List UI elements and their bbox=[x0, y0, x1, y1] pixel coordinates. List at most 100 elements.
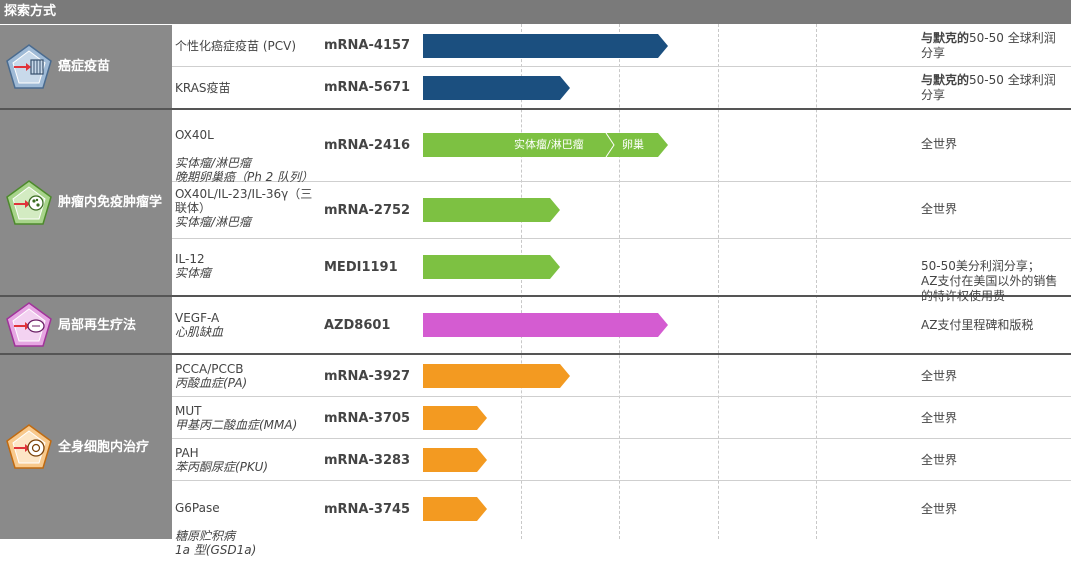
partnership-note: 全世界 bbox=[921, 453, 1067, 468]
row-divider bbox=[172, 396, 1071, 397]
progress-arrow bbox=[423, 313, 668, 337]
table-row-target: 个性化癌症疫苗 (PCV) bbox=[175, 39, 317, 53]
program-code[interactable]: MEDI1191 bbox=[324, 260, 398, 275]
table-row-target: IL-12 实体瘤 bbox=[175, 252, 317, 280]
partnership-note: 全世界 bbox=[921, 502, 1067, 517]
table-row-target: KRAS疫苗 bbox=[175, 81, 317, 95]
partnership-note: 全世界 bbox=[921, 137, 1067, 152]
partnership-note: 全世界 bbox=[921, 202, 1067, 217]
target-name: IL-12 bbox=[175, 252, 205, 266]
progress-arrow bbox=[423, 364, 570, 388]
progress-bar bbox=[423, 255, 560, 279]
note-text: 全世界 bbox=[921, 502, 958, 516]
segment-label: 卵巢 bbox=[622, 138, 644, 151]
progress-bar bbox=[423, 34, 668, 58]
partnership-note: 全世界 bbox=[921, 411, 1067, 426]
program-code[interactable]: mRNA-4157 bbox=[324, 38, 411, 53]
category-divider bbox=[0, 108, 1071, 110]
partnership-note: 与默克的50-50 全球利润分享 bbox=[921, 73, 1067, 103]
target-name: OX40L bbox=[175, 128, 214, 142]
intracellular-pentagon-icon bbox=[6, 424, 52, 469]
target-name: PAH bbox=[175, 446, 199, 460]
table-row-target: OX40L 实体瘤/淋巴瘤 晚期卵巢癌（Ph 2 队列） bbox=[175, 114, 317, 198]
indication: 实体瘤/淋巴瘤 晚期卵巢癌（Ph 2 队列） bbox=[175, 156, 314, 184]
program-code[interactable]: mRNA-3283 bbox=[324, 453, 411, 468]
row-divider bbox=[172, 438, 1071, 439]
program-code[interactable]: mRNA-2416 bbox=[324, 138, 411, 153]
note-text: 50-50美分利润分享； AZ支付在美国以外的销售的特许权使用费 bbox=[921, 259, 1058, 303]
category-regenerative: 局部再生疗法 bbox=[0, 297, 172, 353]
category-intracellular: 全身细胞内治疗 bbox=[0, 355, 172, 539]
program-code[interactable]: mRNA-3927 bbox=[324, 369, 411, 384]
program-code[interactable]: mRNA-5671 bbox=[324, 80, 411, 95]
row-divider bbox=[172, 238, 1071, 239]
program-code[interactable]: AZD8601 bbox=[324, 318, 391, 333]
program-code[interactable]: mRNA-3745 bbox=[324, 502, 411, 517]
progress-bar bbox=[423, 198, 560, 222]
progress-bar bbox=[423, 364, 570, 388]
table-row-target: OX40L/IL-23/IL-36γ（三联体） 实体瘤/淋巴瘤 bbox=[175, 187, 317, 229]
indication: 苯丙酮尿症(PKU) bbox=[175, 460, 269, 474]
note-text: 全世界 bbox=[921, 202, 958, 216]
table-row-target: G6Pase 糖原贮积病 1a 型(GSD1a) bbox=[175, 487, 317, 571]
partnership-note: 与默克的50-50 全球利润分享 bbox=[921, 31, 1067, 61]
progress-arrow bbox=[423, 448, 487, 472]
target-name: MUT bbox=[175, 404, 202, 418]
partnership-note: 全世界 bbox=[921, 369, 1067, 384]
progress-arrow bbox=[423, 497, 487, 521]
partnership-note: 50-50美分利润分享； AZ支付在美国以外的销售的特许权使用费 bbox=[921, 244, 1067, 304]
target-name: G6Pase bbox=[175, 501, 220, 515]
row-divider bbox=[172, 66, 1071, 67]
progress-arrow bbox=[423, 406, 487, 430]
target-name: OX40L/IL-23/IL-36γ（三联体） bbox=[175, 187, 313, 215]
progress-bar bbox=[423, 448, 487, 472]
row-divider bbox=[172, 181, 1071, 182]
indication: 实体瘤 bbox=[175, 266, 212, 280]
target-name: PCCA/PCCB bbox=[175, 362, 244, 376]
note-text: 全世界 bbox=[921, 369, 958, 383]
note-text: 全世界 bbox=[921, 411, 958, 425]
grid-line bbox=[619, 24, 620, 539]
category-label: 癌症疫苗 bbox=[58, 59, 111, 74]
program-code[interactable]: mRNA-3705 bbox=[324, 411, 411, 426]
category-divider bbox=[0, 353, 1071, 355]
category-immuno-oncology: 肿瘤内免疫肿瘤学 bbox=[0, 110, 172, 295]
segment-label: 实体瘤/淋巴瘤 bbox=[514, 138, 584, 151]
table-row-target: PAH 苯丙酮尿症(PKU) bbox=[175, 446, 317, 474]
progress-bar bbox=[423, 313, 668, 337]
target-name: VEGF-A bbox=[175, 311, 220, 325]
progress-arrow bbox=[423, 198, 560, 222]
note-text: 50-50 全球利润分享 bbox=[921, 73, 1056, 102]
progress-arrow bbox=[423, 76, 570, 100]
category-divider bbox=[0, 295, 1071, 297]
program-code[interactable]: mRNA-2752 bbox=[324, 203, 411, 218]
note-text: AZ支付里程碑和版税 bbox=[921, 318, 1034, 332]
indication: 心肌缺血 bbox=[175, 325, 224, 339]
target-name: KRAS疫苗 bbox=[175, 81, 231, 95]
vaccine-pentagon-icon bbox=[6, 43, 52, 89]
note-text: 50-50 全球利润分享 bbox=[921, 31, 1056, 60]
indication: 实体瘤/淋巴瘤 bbox=[175, 215, 252, 229]
immuno-oncology-pentagon-icon bbox=[6, 179, 52, 225]
progress-arrow bbox=[423, 255, 560, 279]
regenerative-pentagon-icon bbox=[6, 302, 52, 347]
target-name: 个性化癌症疫苗 (PCV) bbox=[175, 39, 297, 53]
progress-arrow bbox=[423, 34, 668, 58]
note-text: 全世界 bbox=[921, 137, 958, 151]
table-row-target: PCCA/PCCB 丙酸血症(PA) bbox=[175, 362, 317, 390]
category-vaccine: 癌症疫苗 bbox=[0, 25, 172, 108]
category-label: 肿瘤内免疫肿瘤学 bbox=[58, 195, 163, 210]
category-label: 全身细胞内治疗 bbox=[58, 439, 150, 455]
indication: 甲基丙二酸血症(MMA) bbox=[175, 418, 298, 432]
table-row-target: VEGF-A 心肌缺血 bbox=[175, 311, 317, 339]
table-row-target: MUT 甲基丙二酸血症(MMA) bbox=[175, 404, 325, 432]
grid-line bbox=[718, 24, 719, 539]
indication: 糖原贮积病 1a 型(GSD1a) bbox=[175, 529, 257, 557]
progress-bar: 实体瘤/淋巴瘤 卵巢 bbox=[423, 133, 668, 157]
note-partner: 与默克的 bbox=[921, 73, 970, 87]
partnership-note: AZ支付里程碑和版税 bbox=[921, 318, 1067, 333]
progress-arrow bbox=[423, 133, 668, 157]
grid-line bbox=[816, 24, 817, 539]
segment-divider bbox=[605, 133, 615, 157]
header-title: 探索方式 bbox=[4, 4, 57, 19]
